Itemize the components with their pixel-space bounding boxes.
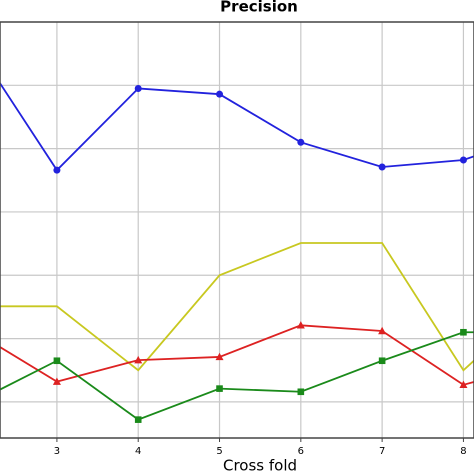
x-tick-label: 5 <box>216 446 222 457</box>
grid <box>0 22 474 438</box>
point <box>52 377 61 385</box>
point <box>459 380 468 389</box>
series-line <box>0 331 474 421</box>
point <box>297 138 305 146</box>
series-line <box>0 324 474 386</box>
point <box>296 321 305 329</box>
x-tick-label: 3 <box>54 446 60 457</box>
x-tick-label: 7 <box>379 446 385 457</box>
point <box>378 163 386 171</box>
point <box>378 326 387 335</box>
x-tick-label: 4 <box>135 446 141 457</box>
point <box>134 416 142 423</box>
point <box>134 84 142 92</box>
point <box>460 328 467 336</box>
point <box>134 355 143 364</box>
plot-area <box>0 81 474 423</box>
point <box>215 352 224 361</box>
point <box>459 156 467 164</box>
series-line <box>0 242 474 372</box>
point <box>53 357 61 365</box>
series-line <box>0 81 474 172</box>
point <box>297 388 305 396</box>
axes-frame <box>0 21 474 439</box>
point <box>378 357 386 365</box>
point <box>216 90 224 98</box>
chart-title: Precision <box>220 0 298 16</box>
point <box>53 166 61 174</box>
x-axis-label: Cross fold <box>223 457 297 474</box>
point <box>216 385 223 392</box>
x-tick-label: 8 <box>460 446 466 457</box>
x-tick-label: 6 <box>298 446 304 457</box>
